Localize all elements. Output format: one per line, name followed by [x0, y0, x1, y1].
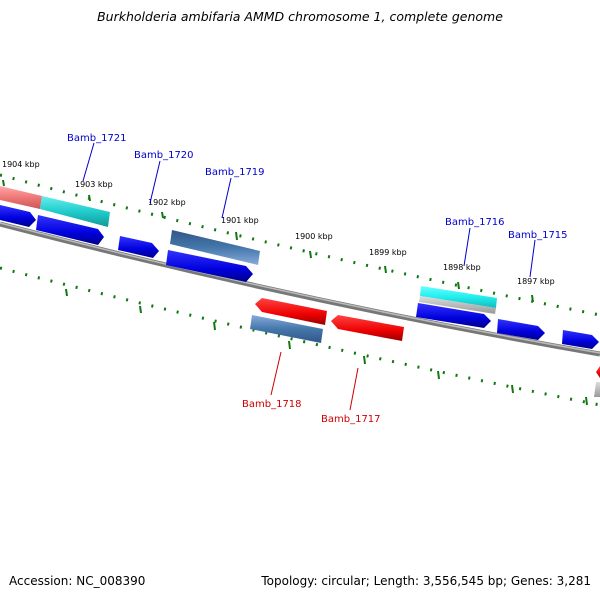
genome-summary-label: Topology: circular; Length: 3,556,545 bp…	[261, 574, 591, 588]
forward-gene-labels: Bamb_1721 Bamb_1720 Bamb_1719 Bamb_1716 …	[67, 133, 568, 278]
label-leader-line	[149, 160, 161, 204]
scale-label: 1902 kbp	[148, 198, 186, 207]
reverse-gene-block-steel	[250, 315, 323, 343]
gene-label-bamb-1720[interactable]: Bamb_1720	[134, 150, 194, 161]
chromosome-backbone	[0, 221, 600, 357]
major-tick	[585, 396, 588, 406]
gene-label-bamb-1721[interactable]: Bamb_1721	[67, 133, 127, 144]
scale-label: 1900 kbp	[295, 232, 333, 241]
label-leader-line	[270, 351, 282, 396]
label-leader-line	[349, 367, 359, 411]
gene-block-steel	[170, 230, 260, 265]
scale-label: 1899 kbp	[369, 248, 407, 257]
major-tick	[457, 281, 460, 290]
major-tick	[88, 194, 91, 202]
major-tick	[139, 305, 142, 314]
forward-gene-arrow	[166, 250, 253, 282]
chromosome-backbone-highlight	[0, 222, 600, 354]
scale-label: 1901 kbp	[221, 216, 259, 225]
major-tick	[65, 288, 68, 297]
scale-label: 1897 kbp	[517, 277, 555, 286]
reverse-gene-arrow	[255, 298, 327, 325]
forward-gene-arrow	[118, 236, 159, 258]
forward-strand-genes	[0, 205, 599, 349]
gene-block-salmon	[0, 186, 42, 209]
scale-label: 1903 kbp	[75, 180, 113, 189]
label-leader-line	[82, 142, 95, 182]
major-tick	[309, 250, 312, 259]
inner-major-ticks	[65, 288, 588, 406]
reverse-gene-block-gray	[594, 382, 600, 397]
gene-label-bamb-1715[interactable]: Bamb_1715	[508, 230, 568, 241]
reverse-gene-arrow	[331, 315, 404, 341]
scale-labels: 1904 kbp 1903 kbp 1902 kbp 1901 kbp 1900…	[2, 160, 555, 286]
major-tick	[511, 384, 514, 394]
label-leader-line	[529, 239, 536, 278]
outer-major-ticks	[2, 179, 534, 303]
forward-gene-arrow	[562, 330, 599, 349]
major-tick	[213, 321, 216, 331]
scale-label: 1904 kbp	[2, 160, 40, 169]
forward-gene-arrow	[0, 205, 36, 227]
label-leader-line	[463, 227, 471, 267]
gene-block-teal	[40, 196, 110, 227]
major-tick	[2, 179, 5, 187]
accession-label: Accession: NC_008390	[9, 574, 146, 588]
major-tick	[161, 211, 164, 219]
reverse-gene-arrow	[596, 366, 600, 378]
major-tick	[384, 265, 387, 274]
gene-block-cyan	[420, 286, 497, 308]
reverse-strand-genes	[250, 298, 600, 397]
scale-label: 1898 kbp	[443, 263, 481, 272]
forward-gene-arrow	[36, 215, 104, 245]
label-leader-line	[221, 177, 232, 219]
gene-label-bamb-1717[interactable]: Bamb_1717	[321, 414, 381, 425]
forward-gene-arrow	[416, 303, 491, 328]
major-tick	[288, 340, 291, 350]
major-tick	[531, 294, 534, 303]
gene-label-bamb-1718[interactable]: Bamb_1718	[242, 399, 302, 410]
major-tick	[437, 370, 440, 380]
page-title: Burkholderia ambifaria AMMD chromosome 1…	[97, 9, 503, 24]
gene-block-gray	[419, 296, 496, 314]
gene-label-bamb-1716[interactable]: Bamb_1716	[445, 217, 505, 228]
reverse-gene-labels: Bamb_1718 Bamb_1717	[242, 351, 381, 425]
forward-gene-arrow	[497, 319, 545, 340]
gene-label-bamb-1719[interactable]: Bamb_1719	[205, 167, 265, 178]
major-tick	[363, 355, 366, 365]
major-tick	[235, 231, 238, 241]
